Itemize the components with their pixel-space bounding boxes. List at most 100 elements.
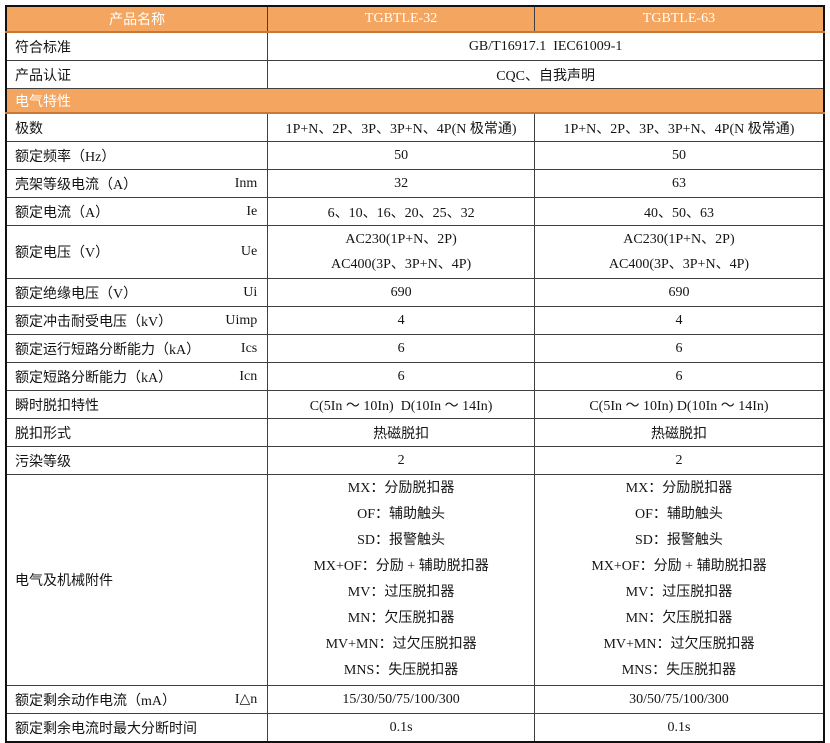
table-row: 额定频率（Hz） 50 50 — [5, 141, 825, 170]
table-row: 额定剩余电流时最大分断时间 0.1s 0.1s — [5, 713, 825, 743]
row-label-cell: 额定电流（A） Ie — [5, 197, 269, 226]
table-row: 额定绝缘电压（V） Ui 690 690 — [5, 278, 825, 307]
row-label: 额定运行短路分断能力（kA） — [15, 342, 201, 358]
table-row: 额定短路分断能力（kA） Icn 6 6 — [5, 362, 825, 391]
row-label-cell: 符合标准 — [5, 31, 269, 61]
row-symbol: Ui — [243, 284, 258, 300]
value-cell-tgbtle63: 50 — [533, 141, 825, 170]
value-cell-tgbtle63: 1P+N、2P、3P、3P+N、4P(N 极常通) — [533, 112, 825, 142]
row-label-cell: 壳架等级电流（A） Inm — [5, 169, 269, 198]
row-symbol: I△n — [234, 692, 258, 707]
table-row: 电气特性 — [5, 88, 825, 114]
spec-table: 产品名称 TGBTLE-32 TGBTLE-63 符合标准 GB/T16917.1… — [5, 5, 825, 743]
value-cell-tgbtle32: 690 — [267, 278, 535, 307]
table-row: 符合标准 GB/T16917.1 IEC61009-1 — [5, 31, 825, 61]
value-cell-tgbtle32: 6 — [267, 334, 535, 363]
row-label: 额定频率（Hz） — [15, 149, 116, 165]
table-row: 额定剩余动作电流（mA） I△n 15/30/50/75/100/300 30/50/… — [5, 685, 825, 714]
value-line: MN：欠压脱扣器 — [625, 611, 733, 626]
value-cell-tgbtle32: 1P+N、2P、3P、3P+N、4P(N 极常通) — [267, 112, 535, 142]
row-label-cell: 产品认证 — [5, 60, 269, 89]
table-row: 额定冲击耐受电压（kV） Uimp 4 4 — [5, 306, 825, 335]
row-label-cell: 额定电压（V） Ue — [5, 225, 269, 279]
row-label: 额定电压（V） — [15, 246, 110, 261]
row-label: 产品认证 — [15, 68, 71, 84]
header-model-tgbtle32: TGBTLE-32 — [267, 5, 535, 33]
value-cell-tgbtle32: 15/30/50/75/100/300 — [267, 685, 535, 714]
value-line: SD：报警触头 — [635, 533, 723, 548]
value-cell-tgbtle63: MX：分励脱扣器 OF：辅助触头 SD：报警触头 MX+OF：分励 + 辅助脱扣器 MV… — [533, 474, 825, 686]
row-symbol: Ics — [240, 340, 258, 356]
value-line: MN：欠压脱扣器 — [347, 611, 455, 626]
value-line: MNS：失压脱扣器 — [621, 663, 737, 678]
value-cell-tgbtle63: 热磁脱扣 — [533, 418, 825, 447]
row-label-cell: 极数 — [5, 112, 269, 142]
row-label: 额定电流（A） — [15, 205, 110, 221]
row-label-cell: 电气及机械附件 — [5, 474, 269, 686]
value-cell-tgbtle63: 30/50/75/100/300 — [533, 685, 825, 714]
row-label-cell: 额定短路分断能力（kA） Icn — [5, 362, 269, 391]
table-row: 电气及机械附件 MX：分励脱扣器 OF：辅助触头 SD：报警触头 MX+OF：分励 + … — [5, 474, 825, 686]
row-symbol: Icn — [239, 368, 258, 384]
row-symbol: Inm — [234, 175, 258, 191]
row-label: 额定剩余动作电流（mA） — [15, 693, 176, 709]
value-line: MV+MN：过欠压脱扣器 — [603, 637, 755, 652]
row-label: 额定剩余电流时最大分断时间 — [15, 721, 197, 737]
value-cell-tgbtle32: 6、10、16、20、25、32 — [267, 197, 535, 226]
value-line: MX+OF：分励 + 辅助脱扣器 — [313, 559, 489, 574]
row-label: 壳架等级电流（A） — [15, 177, 138, 193]
value-cell-tgbtle63: 6 — [533, 334, 825, 363]
value-cell-tgbtle32: MX：分励脱扣器 OF：辅助触头 SD：报警触头 MX+OF：分励 + 辅助脱扣器 MV… — [267, 474, 535, 686]
value-cell-tgbtle32: 热磁脱扣 — [267, 418, 535, 447]
row-label: 极数 — [15, 121, 43, 137]
row-symbol: Ie — [246, 203, 258, 219]
value-cell-tgbtle32: 6 — [267, 362, 535, 391]
row-label: 脱扣形式 — [15, 426, 71, 442]
table-row: 额定电流（A） Ie 6、10、16、20、25、32 40、50、63 — [5, 197, 825, 226]
value-line: SD：报警触头 — [357, 533, 446, 548]
row-label: 额定绝缘电压（V） — [15, 286, 138, 302]
value-cell-tgbtle63: 40、50、63 — [533, 197, 825, 226]
value-line: MNS：失压脱扣器 — [343, 663, 459, 678]
value-cell-tgbtle32: 4 — [267, 306, 535, 335]
header-product-name: 产品名称 — [5, 5, 269, 33]
row-label: 额定冲击耐受电压（kV） — [15, 314, 173, 330]
value-line: AC230(1P+N、2P) — [345, 232, 457, 247]
row-label: 额定短路分断能力（kA） — [15, 370, 173, 386]
value-cell-tgbtle32: AC230(1P+N、2P) AC400(3P、3P+N、4P) — [267, 225, 535, 279]
value-line: MX：分励脱扣器 — [347, 481, 455, 496]
table-row: 污染等级 2 2 — [5, 446, 825, 475]
table-row: 额定运行短路分断能力（kA） Ics 6 6 — [5, 334, 825, 363]
value-line: MV+MN：过欠压脱扣器 — [325, 637, 477, 652]
value-line: MV：过压脱扣器 — [625, 585, 733, 600]
value-cell-tgbtle32: 32 — [267, 169, 535, 198]
row-label: 电气及机械附件 — [15, 574, 113, 589]
row-label: 污染等级 — [15, 454, 71, 470]
row-label: 瞬时脱扣特性 — [15, 398, 99, 414]
value-line: AC230(1P+N、2P) — [623, 232, 735, 247]
table-row: 额定电压（V） Ue AC230(1P+N、2P) AC400(3P、3P+N、4P)… — [5, 225, 825, 279]
value-cell-tgbtle63: C(5In ～ 10In) D(10In ～ 14In) — [533, 390, 825, 419]
value-cell-tgbtle32: C(5In ～ 10In) D(10In ～ 14In) — [267, 390, 535, 419]
table-header-row: 产品名称 TGBTLE-32 TGBTLE-63 — [5, 5, 825, 33]
row-symbol: Ue — [240, 244, 258, 259]
value-cell-tgbtle32: 0.1s — [267, 713, 535, 743]
value-cell-tgbtle63: 690 — [533, 278, 825, 307]
row-label-cell: 脱扣形式 — [5, 418, 269, 447]
row-symbol: Uimp — [225, 312, 258, 328]
value-cell-tgbtle32: 50 — [267, 141, 535, 170]
value-cell-tgbtle63: 4 — [533, 306, 825, 335]
row-label-cell: 额定冲击耐受电压（kV） Uimp — [5, 306, 269, 335]
value-cell-span: GB/T16917.1 IEC61009-1 — [267, 31, 825, 61]
value-line: OF：辅助触头 — [357, 507, 446, 522]
value-line: MX+OF：分励 + 辅助脱扣器 — [591, 559, 767, 574]
value-cell-tgbtle63: 0.1s — [533, 713, 825, 743]
row-label-cell: 污染等级 — [5, 446, 269, 475]
row-label-cell: 额定频率（Hz） — [5, 141, 269, 170]
value-line: MV：过压脱扣器 — [347, 585, 455, 600]
row-label-cell: 额定剩余动作电流（mA） I△n — [5, 685, 269, 714]
value-line: AC400(3P、3P+N、4P) — [331, 257, 472, 272]
table-body: 符合标准 GB/T16917.1 IEC61009-1 产品认证 CQC、自我声明 电气… — [5, 31, 825, 743]
section-header: 电气特性 — [5, 88, 825, 114]
value-cell-tgbtle63: 63 — [533, 169, 825, 198]
